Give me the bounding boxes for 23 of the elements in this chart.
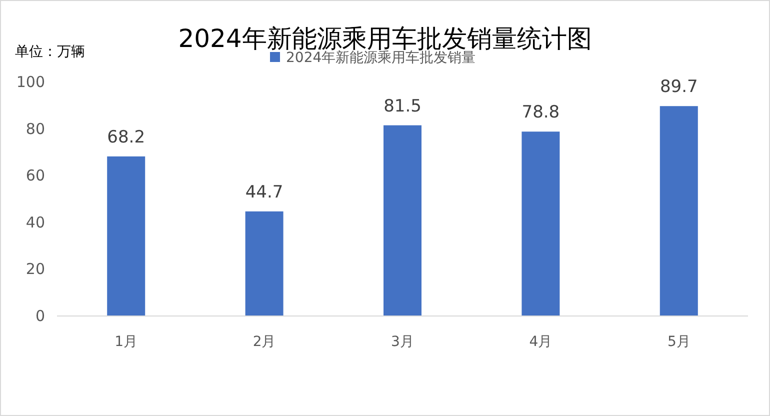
y-tick-label: 20 bbox=[26, 260, 45, 278]
bar bbox=[245, 211, 284, 316]
y-tick-label: 0 bbox=[35, 307, 45, 325]
y-tick-label: 80 bbox=[26, 120, 45, 138]
y-tick-label: 60 bbox=[26, 166, 45, 185]
y-axis-title: 单位：万辆 bbox=[15, 44, 85, 60]
y-tick-label: 100 bbox=[16, 73, 45, 91]
bar bbox=[384, 125, 422, 316]
bar bbox=[107, 156, 146, 316]
x-tick-label: 3月 bbox=[391, 334, 414, 350]
data-label: 44.7 bbox=[245, 182, 284, 202]
data-label: 81.5 bbox=[384, 96, 422, 116]
legend-label: 2024年新能源乘用车批发销量 bbox=[286, 50, 476, 66]
data-label: 78.8 bbox=[522, 102, 560, 123]
x-tick-label: 1月 bbox=[114, 334, 138, 350]
x-tick-label: 5月 bbox=[667, 334, 690, 350]
y-tick-label: 40 bbox=[26, 213, 45, 232]
x-tick-label: 2月 bbox=[252, 334, 276, 350]
bar bbox=[522, 132, 560, 316]
data-label: 68.2 bbox=[107, 127, 146, 148]
data-label: 89.7 bbox=[660, 77, 698, 98]
bar bbox=[660, 106, 698, 316]
x-tick-label: 4月 bbox=[529, 334, 552, 350]
